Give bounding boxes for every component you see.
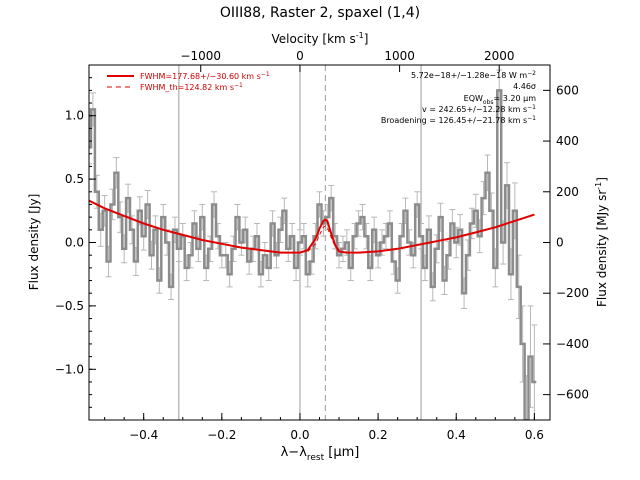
annotation-eqw: EQWobs= 3.20 μm [464, 94, 537, 106]
legend-entry-fwhm-text: FWHM=177.68+/−30.60 km s [140, 72, 261, 81]
legend-entry-fwhm-th-sup: −1 [234, 82, 243, 89]
chart-title: OIII88, Raster 2, spaxel (1,4) [220, 5, 420, 21]
velocity-tick-label: 0 [296, 49, 304, 63]
axis-ticks: −0.4 −0.2 0.0 0.2 0.4 0.6−1000 0 1000 20001.00.5… [55, 49, 589, 442]
plot-area [89, 65, 538, 420]
y2-tick-label: 400 [556, 134, 579, 148]
plot-content [89, 65, 538, 420]
y2-tick-label: 200 [556, 185, 579, 199]
x-tick-label: 0.2 [369, 428, 388, 442]
y-axis-label: Flux density [Jy] [27, 194, 41, 291]
annotation-flux-sup: −2 [527, 70, 536, 77]
annotation-broadening: Broadening = 126.45+/−21.78 km s−1 [381, 115, 536, 125]
y2-axis-label-sup: -1 [594, 182, 603, 190]
y2-tick-label: 0 [556, 236, 564, 250]
legend: FWHM=177.68+/−30.60 km s−1 FWHM_th=124.8… [107, 71, 270, 92]
annotation-velocity-sup: −1 [527, 104, 536, 111]
y-tick-label: −1.0 [55, 362, 84, 376]
annotation-broadening-text: Broadening = 126.45+/−21.78 km s [381, 116, 527, 125]
x-tick-label: 0.6 [525, 428, 544, 442]
annotation-eqw-value: = 3.20 μm [494, 94, 537, 103]
y2-tick-label: −200 [556, 286, 589, 300]
y-tick-label: 0.5 [65, 172, 84, 186]
y2-tick-label: −400 [556, 337, 589, 351]
annotation-velocity: v = 242.65+/−12.28 km s−1 [422, 104, 536, 114]
x-tick-label: 0.0 [290, 428, 309, 442]
annotation-eqw-text: EQW [464, 94, 483, 103]
y2-tick-label: −600 [556, 388, 589, 402]
velocity-tick-label: 1000 [384, 49, 415, 63]
thermal-fit-line [307, 225, 344, 253]
x-axis-label-end: [μm] [324, 445, 359, 460]
y2-axis-label-end: ] [595, 177, 609, 182]
y2-axis-label: Flux density [MJy sr-1] [594, 177, 609, 307]
x-axis-label-text: λ−λ [281, 445, 308, 460]
legend-entry-fwhm-th: FWHM_th=124.82 km s−1 [140, 82, 243, 92]
annotation-velocity-text: v = 242.65+/−12.28 km s [422, 105, 527, 114]
x-tick-label: −0.2 [207, 428, 236, 442]
legend-entry-fwhm: FWHM=177.68+/−30.60 km s−1 [140, 71, 270, 81]
y2-axis-label-text: Flux density [MJy sr [595, 190, 609, 307]
fit-line [89, 199, 535, 254]
top-axis-label-text: Velocity [km s [272, 32, 356, 46]
annotations: 5.72e−18+/−1.28e−18 W m−2 4.46σ EQWobs= … [381, 70, 536, 125]
annotation-flux-text: 5.72e−18+/−1.28e−18 W m [411, 71, 527, 80]
y-tick-label: 1.0 [65, 109, 84, 123]
annotation-eqw-sub: obs [483, 99, 494, 106]
top-axis-label: Velocity [km s-1] [272, 31, 369, 46]
velocity-tick-label: 2000 [484, 49, 515, 63]
x-axis-label-sub: rest [307, 453, 325, 463]
x-tick-label: 0.4 [447, 428, 466, 442]
y-tick-label: −0.5 [55, 299, 84, 313]
legend-entry-fwhm-th-text: FWHM_th=124.82 km s [140, 83, 234, 92]
spectrum-line [89, 89, 537, 420]
annotation-flux: 5.72e−18+/−1.28e−18 W m−2 [411, 70, 536, 80]
annotation-significance: 4.46σ [513, 82, 536, 91]
y-tick-label: 0.0 [65, 236, 84, 250]
velocity-tick-label: −1000 [180, 49, 221, 63]
top-axis-label-end: ] [364, 32, 369, 46]
top-axis-label-sup: -1 [356, 31, 364, 40]
annotation-broadening-sup: −1 [527, 115, 536, 122]
x-tick-label: −0.4 [129, 428, 158, 442]
legend-entry-fwhm-sup: −1 [261, 71, 270, 78]
x-axis-label: λ−λrest [μm] [281, 445, 360, 463]
y2-tick-label: 600 [556, 83, 579, 97]
